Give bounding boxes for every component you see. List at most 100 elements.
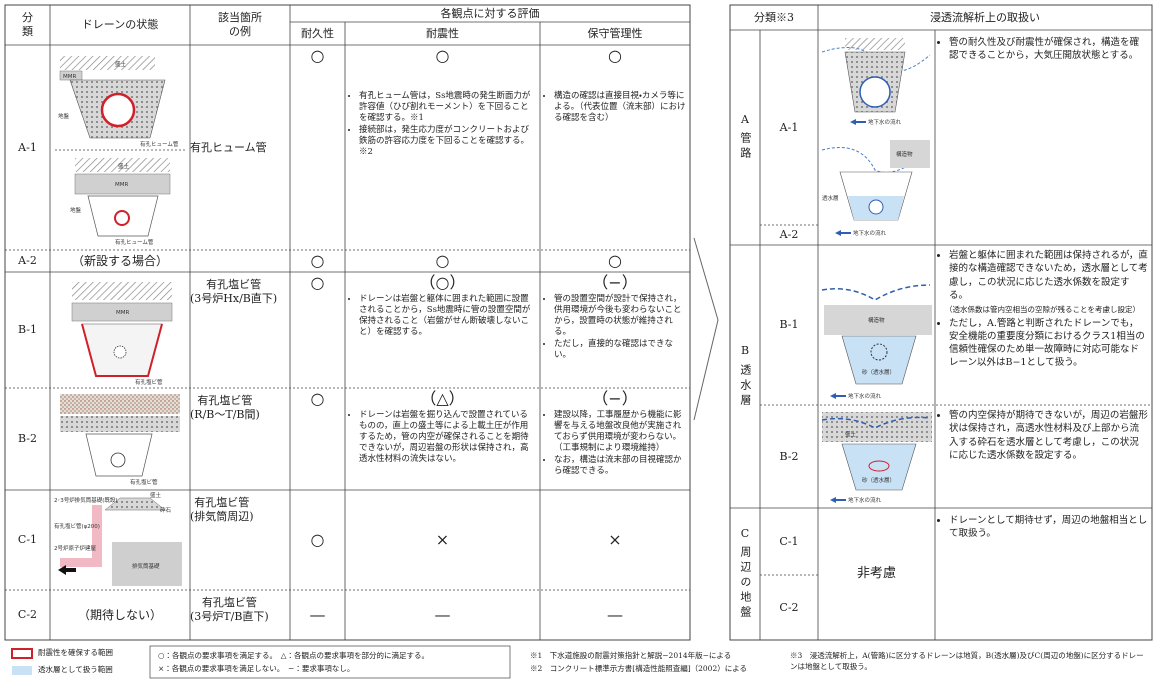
- pipe: [110, 452, 126, 468]
- diagram-label: 2･3号炉排気筒基礎(既設): [54, 496, 118, 504]
- maintenance-symbol: （−）: [592, 389, 638, 408]
- subrow-id: B-1: [779, 318, 799, 332]
- water-line: [821, 284, 931, 301]
- bullet-list: ドレーンは岩盤と躯体に囲まれた範囲に設置されることから，Ss地震時に管の設置空間…: [345, 294, 540, 339]
- diagram-label: MMR: [63, 74, 76, 80]
- bullet-item: ただし，直接的な確認はできない。: [554, 339, 686, 361]
- subrow-id: C-2: [779, 600, 799, 614]
- foundation: [112, 542, 182, 586]
- diagram-label: 透水層: [822, 194, 839, 202]
- bullet-list: 管の内空保持が期待できないが，周辺の岩盤形状は保持され，高透水性材料及び上部から…: [935, 409, 1152, 463]
- bullet-item: 建設以降，工事履歴から機能に影響を与える地盤改良他が実施されておらず供用環境が変…: [554, 410, 686, 454]
- seismic-range: [81, 323, 163, 377]
- permeable: [841, 443, 917, 491]
- subrow-id: C-1: [779, 534, 799, 548]
- diagram-label: 有孔ヒューム管: [140, 140, 179, 148]
- diagram-label: 盛土: [118, 162, 130, 170]
- gravel: [60, 416, 180, 432]
- seismic-symbol: —: [434, 605, 451, 624]
- diagram-label: 盛土: [150, 491, 162, 499]
- location: 有孔塩ビ管 (3号炉T/B直下): [190, 596, 269, 623]
- diagram-label: 砂（透水層）: [862, 368, 895, 376]
- diagram-label: 盛土: [115, 60, 127, 68]
- pipe-crushed: [868, 460, 890, 472]
- maintenance-cell: ○: [540, 250, 690, 272]
- maintenance-symbol: ×: [608, 530, 622, 549]
- bullet-list: ただし，A.管路と判断されたドレーンでも，安全機能の重要度分類におけるクラス1相…: [935, 317, 1152, 371]
- row-id: C-1: [17, 533, 38, 547]
- header-cell: 分類: [22, 11, 33, 38]
- footnote: ※3 浸透流解析上，A(管路)に区分するドレーンは地質，B(透水層)及びC(周辺…: [790, 651, 1144, 672]
- bullet-list: ドレーンは岩盤を掘り込んで設置されているものの，直上の盛土等による上載土圧が作用…: [345, 410, 540, 466]
- header-cell: 分類※3: [754, 10, 794, 24]
- maintenance-symbol: —: [607, 605, 623, 624]
- bullet-item: 管の内空保持が期待できないが，周辺の岩盤形状は保持され，高透水性材料及び上部から…: [949, 409, 1148, 462]
- diagram-label: 地下水の流れ: [848, 496, 882, 504]
- group-cell: B 透水層: [730, 245, 760, 508]
- header-cell: 浸透流解析上の取扱い: [930, 10, 1040, 24]
- seismic-symbol: （△）: [420, 389, 465, 408]
- fill-hatch: [60, 56, 155, 70]
- diagram-label: 有孔塩ビ管(φ200): [54, 522, 100, 530]
- header-cell: 耐震性: [426, 26, 459, 40]
- bullet-item: なお，構造は流末部の目視確認から確認できる。: [554, 455, 686, 477]
- subrow-id: B-2: [779, 449, 799, 463]
- diagram-label: 構造物: [868, 316, 885, 324]
- durability: ○: [310, 273, 325, 292]
- maintenance-symbol: （−）: [592, 273, 638, 292]
- header-cell: ドレーンの状態: [81, 18, 159, 32]
- header-cell: 耐久性: [301, 26, 334, 40]
- header-cell: 該当箇所の例: [218, 11, 262, 38]
- bullet-item: ドレーンは岩盤と躯体に囲まれた範囲に設置されることから，Ss地震時に管の設置空間…: [359, 294, 536, 338]
- mound: [104, 497, 166, 511]
- seismic-cell: （○） ドレーンは岩盤と躯体に囲まれた範囲に設置されることから，Ss地震時に管の設…: [345, 272, 540, 388]
- diagram-label: 2号炉原子炉建屋: [54, 544, 96, 552]
- seismic-cell: ○ 有孔ヒューム管は，Ss地震時の発生断面力が許容値（ひび割れモーメント）を下回る…: [345, 45, 540, 250]
- bullet-list: 岩盤と躯体に囲まれた範囲は保持されるが，直接的な構造確認できないため，透水層とし…: [935, 249, 1152, 303]
- drain-state: （期待しない）: [77, 607, 162, 622]
- seismic-cell: ×: [345, 490, 540, 590]
- bullet-item: 接続部は，発生応力度がコンクリートおよび鉄筋の許容応力度を下回ることを確認する。…: [359, 125, 536, 158]
- diagram-text: 非考慮: [856, 565, 896, 581]
- seismic-cell: ○: [345, 250, 540, 272]
- legend-swatch: [11, 648, 33, 659]
- flow-arrow: [835, 230, 851, 236]
- row-id: A-1: [18, 140, 37, 154]
- pipe: [113, 345, 127, 359]
- treatment-text: 岩盤と躯体に囲まれた範囲は保持されるが，直接的な構造確認できないため，透水層とし…: [935, 245, 1152, 405]
- drain-state: （新設する場合）: [71, 253, 168, 268]
- durability: ○: [310, 389, 325, 408]
- pipe-range: [60, 558, 102, 567]
- group-name: 管路: [738, 132, 752, 163]
- flow-arrow: [830, 497, 846, 503]
- bullet-list: 有孔ヒューム管は，Ss地震時の発生断面力が許容値（ひび割れモーメント）を下回るこ…: [345, 91, 540, 159]
- legend-symbols: ×：各観点の要求事項を満足しない。 −：要求事項なし。: [158, 664, 355, 673]
- location: 有孔塩ビ管 (排気筒周辺): [190, 496, 254, 523]
- pipe: [870, 343, 888, 361]
- legend-symbols: ○：各観点の要求事項を満足する。 △：各観点の要求事項を部分的に満足する。: [158, 651, 430, 660]
- treatment-text: 管の内空保持が期待できないが，周辺の岩盤形状は保持され，高透水性材料及び上部から…: [935, 405, 1152, 508]
- location: 有孔ヒューム管: [190, 140, 267, 154]
- durability: ○: [310, 46, 325, 65]
- chevron: [693, 237, 719, 421]
- legend-label: 透水層として扱う範囲: [38, 665, 113, 674]
- bullet-list: 構造の確認は直接目視・カメラ等による。（代表位置（流末部）における確認を含む）: [540, 91, 690, 125]
- diagram-label: 有孔塩ビ管: [130, 478, 158, 486]
- seismic-cell: —: [345, 590, 540, 640]
- structure: [824, 305, 932, 335]
- pipe: [868, 199, 884, 215]
- treatment-text: ドレーンとして期待せず，周辺の地盤相当として取扱う。: [935, 508, 1152, 640]
- table-border: [4, 4, 691, 641]
- seismic-cell: （△） ドレーンは岩盤を掘り込んで設置されているものの，直上の盛土等による上載土圧…: [345, 388, 540, 490]
- location: 有孔塩ビ管 (3号炉Hx/B直下): [190, 278, 278, 305]
- fill-hatch: [75, 158, 170, 172]
- maintenance-cell: （−） 管の設置空間が設計で保持され，供用環境が今後も変わらないことから，設置時の…: [540, 272, 690, 388]
- table-border: [729, 4, 1153, 641]
- water-line: [821, 416, 931, 429]
- pipe-seismic: [114, 210, 130, 226]
- bullet-item: ただし，A.管路と判断されたドレーンでも，安全機能の重要度分類におけるクラス1相…: [949, 317, 1148, 370]
- group-letter: B: [740, 344, 750, 358]
- legend-box: [149, 645, 511, 679]
- group-letter: C: [740, 526, 750, 540]
